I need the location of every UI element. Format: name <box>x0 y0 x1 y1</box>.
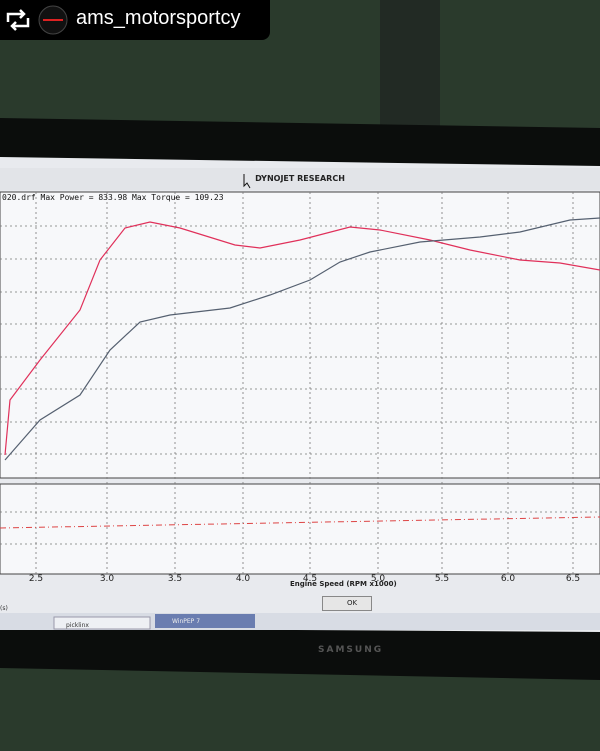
ok-label[interactable]: OK <box>346 599 358 607</box>
run-info: 020.drf Max Power = 833.98 Max Torque = … <box>2 193 224 202</box>
x-tick-label: 3.5 <box>167 574 183 584</box>
monitor-brand: SAMSUNG <box>318 645 384 655</box>
x-tick-label: 4.0 <box>235 574 251 584</box>
title-bar <box>0 168 600 190</box>
x-tick-label: 6.5 <box>565 574 581 584</box>
task-label[interactable]: picklinx <box>66 622 89 629</box>
x-tick-label: 6.0 <box>500 574 516 584</box>
grid <box>0 192 600 574</box>
lower-plot <box>0 483 600 575</box>
repost-icon <box>6 9 30 31</box>
lower-trace <box>0 516 600 529</box>
cursor <box>243 174 251 189</box>
x-axis-label: Engine Speed (RPM x1000) <box>290 580 397 588</box>
window-title: DYNOJET RESEARCH <box>255 174 345 183</box>
x-tick-label: 2.5 <box>28 574 44 584</box>
ok-button[interactable]: OK <box>322 596 372 611</box>
task-button-active <box>155 614 255 628</box>
x-tick-label: 4.5 <box>302 574 318 584</box>
wall-shadow <box>380 0 440 140</box>
x-tick-label: 3.0 <box>99 574 115 584</box>
status-text: (s) <box>0 605 8 612</box>
repost-banner <box>0 0 270 40</box>
x-tick-label: 5.5 <box>434 574 450 584</box>
plot-area <box>0 191 600 479</box>
username[interactable]: ams_motorsportcy <box>76 7 241 29</box>
task-label[interactable]: WinPEP 7 <box>172 618 201 625</box>
icons <box>6 5 68 35</box>
torque-curve <box>4 221 600 456</box>
power-curve <box>4 217 600 461</box>
x-tick-label: 5.0 <box>370 574 386 584</box>
task-button <box>53 616 151 630</box>
